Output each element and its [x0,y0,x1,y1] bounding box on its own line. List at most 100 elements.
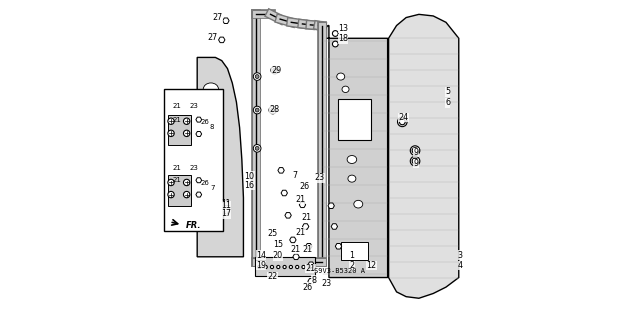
Text: 27: 27 [207,33,218,42]
Polygon shape [196,178,202,183]
Text: 7: 7 [210,185,214,191]
Bar [168,175,191,206]
Text: 26: 26 [299,182,309,191]
Text: 8: 8 [312,276,317,285]
Polygon shape [308,278,314,284]
Circle shape [332,41,338,47]
Polygon shape [303,224,309,229]
Bar [164,89,223,231]
Circle shape [276,265,280,269]
Text: 27: 27 [212,13,223,22]
Text: FR.: FR. [186,221,201,230]
Circle shape [258,265,261,269]
Text: 11: 11 [221,199,230,208]
Circle shape [412,158,418,164]
Polygon shape [331,224,337,229]
Text: 17: 17 [221,209,231,218]
Ellipse shape [212,214,222,223]
Text: 20: 20 [273,251,283,260]
Text: 22: 22 [268,272,278,281]
Ellipse shape [204,83,218,96]
Circle shape [273,68,276,72]
Circle shape [168,130,174,137]
Circle shape [264,265,268,269]
Bar [340,242,368,260]
Polygon shape [388,14,459,298]
Circle shape [168,191,174,198]
Bar [337,99,371,140]
Text: 21: 21 [173,117,182,123]
Text: 3: 3 [458,251,463,260]
Text: 10: 10 [244,172,254,181]
Circle shape [302,265,305,269]
Text: 26: 26 [302,283,312,292]
Circle shape [269,106,276,114]
Text: S9V3-B5320 A: S9V3-B5320 A [314,268,365,274]
Circle shape [332,31,338,36]
Text: 6: 6 [445,98,450,107]
Polygon shape [218,37,225,43]
Polygon shape [306,243,312,249]
Circle shape [255,75,259,78]
Text: 21: 21 [290,245,300,254]
Circle shape [308,265,312,269]
Circle shape [296,265,299,269]
Text: 21: 21 [295,228,305,237]
Ellipse shape [205,110,219,122]
Text: 8: 8 [210,124,214,130]
Ellipse shape [342,86,349,93]
Text: 25: 25 [267,229,277,238]
Circle shape [270,265,273,269]
Polygon shape [335,243,342,249]
Polygon shape [290,237,296,243]
Circle shape [184,130,190,137]
Text: 26: 26 [201,180,209,186]
Text: 5: 5 [445,87,450,96]
Circle shape [412,148,418,153]
Text: 29: 29 [271,66,282,75]
Text: 7: 7 [292,171,297,180]
Ellipse shape [209,162,221,173]
Circle shape [399,119,405,125]
Circle shape [271,66,278,74]
Text: 9: 9 [414,159,419,168]
Text: 23: 23 [314,173,324,182]
Text: 21: 21 [302,245,312,254]
Ellipse shape [208,137,220,148]
Text: 2: 2 [349,261,355,270]
Text: 19: 19 [256,261,266,270]
Text: 21: 21 [173,165,182,171]
Circle shape [255,108,259,112]
Polygon shape [328,203,334,209]
Ellipse shape [211,188,222,198]
Polygon shape [196,117,202,122]
Ellipse shape [347,155,356,164]
Polygon shape [293,254,300,260]
Text: 28: 28 [269,105,279,114]
Circle shape [168,118,174,124]
Polygon shape [321,26,388,278]
Circle shape [271,108,275,112]
Ellipse shape [337,73,345,80]
Text: 9: 9 [414,148,419,157]
Bar [255,257,316,276]
Text: 14: 14 [256,251,266,260]
Circle shape [289,265,292,269]
Circle shape [184,191,190,198]
Text: 11: 11 [221,201,231,210]
Text: 18: 18 [338,34,348,43]
Polygon shape [196,192,202,197]
Ellipse shape [354,200,363,208]
Text: 12: 12 [367,261,377,270]
Polygon shape [278,167,284,173]
Text: 13: 13 [338,24,348,33]
Bar [168,115,191,145]
Text: 1: 1 [349,251,355,260]
Circle shape [283,265,286,269]
Text: 21: 21 [173,103,182,109]
Circle shape [253,106,261,114]
Polygon shape [197,57,243,257]
Circle shape [253,145,261,152]
Text: 26: 26 [201,119,209,125]
Text: 23: 23 [321,279,332,288]
